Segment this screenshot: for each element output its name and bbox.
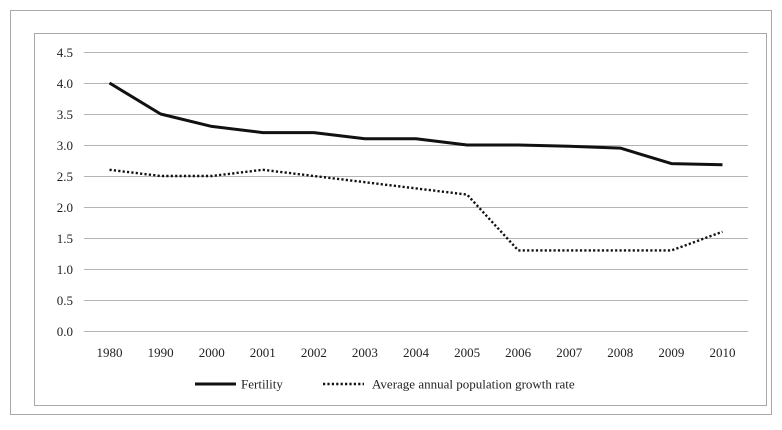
x-tick-label: 2000 xyxy=(199,345,225,360)
data-point xyxy=(415,138,417,140)
data-point xyxy=(568,145,570,147)
y-tick-label: 3.5 xyxy=(57,107,73,122)
y-tick-label: 0.5 xyxy=(57,293,73,308)
x-tick-label: 2008 xyxy=(607,345,633,360)
data-point xyxy=(568,249,570,251)
x-tick-label: 1990 xyxy=(148,345,174,360)
x-axis-ticks: 1980 1990 2000 2001 2002 2003 2004 2005 2006 2007… xyxy=(97,345,736,360)
data-point xyxy=(108,82,110,84)
legend-label: Average annual population growth rate xyxy=(372,377,575,392)
y-tick-label: 1.5 xyxy=(57,231,73,246)
y-tick-label: 2.0 xyxy=(57,200,73,215)
data-point xyxy=(108,169,110,171)
x-tick-label: 2001 xyxy=(250,345,276,360)
x-tick-label: 2006 xyxy=(505,345,532,360)
x-tick-label: 2010 xyxy=(709,345,735,360)
data-point xyxy=(211,175,213,177)
y-tick-label: 4.5 xyxy=(57,45,73,60)
data-point xyxy=(159,175,161,177)
data-point xyxy=(670,162,672,164)
data-point xyxy=(262,131,264,133)
series-line-population-growth xyxy=(109,168,723,252)
data-point xyxy=(313,175,315,177)
x-tick-label: 1980 xyxy=(97,345,123,360)
data-point xyxy=(159,113,161,115)
series-line-fertility xyxy=(108,81,723,167)
data-point xyxy=(619,249,621,251)
data-point xyxy=(211,125,213,127)
data-point xyxy=(466,193,468,195)
legend: Fertility Average annual population growt… xyxy=(195,377,575,392)
y-tick-label: 4.0 xyxy=(57,76,73,91)
y-axis-ticks: 0.0 0.5 1.0 1.5 2.0 2.5 3.0 3.5 4.0 4.5 xyxy=(57,45,73,339)
data-point xyxy=(364,181,366,183)
data-point xyxy=(670,249,672,251)
y-tick-label: 2.5 xyxy=(57,169,73,184)
data-point xyxy=(364,138,366,140)
data-point xyxy=(721,164,723,166)
data-point xyxy=(517,249,519,251)
data-point xyxy=(721,231,723,233)
chart-frame xyxy=(34,33,767,406)
data-point xyxy=(619,147,621,149)
data-point xyxy=(415,187,417,189)
gridlines xyxy=(84,52,748,332)
y-tick-label: 3.0 xyxy=(57,138,73,153)
data-point xyxy=(313,131,315,133)
legend-label: Fertility xyxy=(241,377,283,392)
x-tick-label: 2009 xyxy=(658,345,684,360)
x-tick-label: 2003 xyxy=(352,345,378,360)
y-tick-label: 0.0 xyxy=(57,324,73,339)
x-tick-label: 2002 xyxy=(301,345,327,360)
data-point xyxy=(262,169,264,171)
series-lines xyxy=(108,81,723,252)
data-point xyxy=(466,144,468,146)
y-tick-label: 1.0 xyxy=(57,262,73,277)
x-tick-label: 2007 xyxy=(556,345,583,360)
data-point xyxy=(517,144,519,146)
x-tick-label: 2004 xyxy=(403,345,430,360)
x-tick-label: 2005 xyxy=(454,345,480,360)
